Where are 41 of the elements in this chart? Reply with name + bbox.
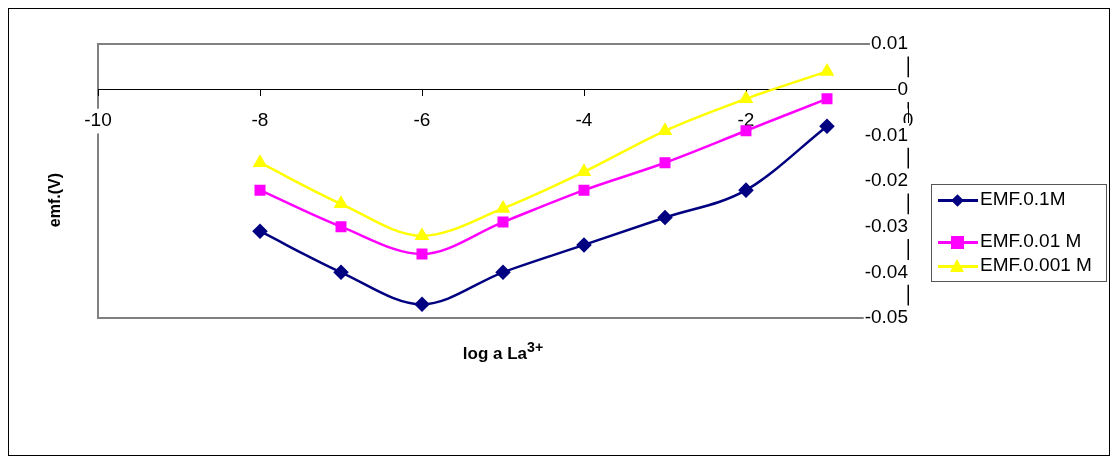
point [658, 123, 672, 136]
y-tick-label: -0.03 [864, 214, 908, 236]
y-tick-label: -0.01 [864, 123, 908, 145]
x-tick-label: -10 [84, 109, 112, 131]
y-tick-label: 0 [897, 77, 908, 99]
point [495, 265, 511, 280]
x-tick-label: -6 [413, 109, 431, 131]
point [496, 201, 510, 213]
x-axis-title: log a La$^{3+}$ [461, 339, 545, 364]
x-tick-label: -2 [737, 109, 755, 131]
point [416, 248, 428, 260]
point [659, 157, 671, 169]
y-tick-label: -0.02 [864, 169, 908, 191]
point [497, 216, 509, 228]
point [820, 64, 834, 76]
point [738, 182, 754, 198]
point [254, 184, 266, 196]
point [253, 155, 267, 167]
point [576, 237, 592, 253]
point [578, 184, 590, 196]
legend-label: EMF.0.01 M [980, 230, 1083, 251]
point [333, 265, 349, 280]
point [252, 223, 268, 239]
y-tick-label: -0.04 [864, 260, 909, 282]
point [334, 196, 348, 209]
point [335, 221, 347, 233]
legend-label: EMF.0.1M [980, 188, 1067, 209]
point [740, 125, 752, 137]
point [577, 164, 591, 177]
point [739, 91, 753, 104]
y-tick-label: 0.01 [871, 32, 908, 54]
point [414, 297, 430, 312]
y-axis-title: emf.(V) [46, 171, 64, 230]
point [657, 210, 673, 225]
point [819, 118, 835, 134]
y-tick-label: -0.05 [864, 306, 908, 328]
x-tick-label: -4 [575, 109, 593, 131]
x-tick-label: -8 [251, 109, 269, 131]
point [415, 228, 429, 241]
legend-label: EMF.0.001 M [980, 254, 1093, 275]
point [821, 93, 833, 105]
